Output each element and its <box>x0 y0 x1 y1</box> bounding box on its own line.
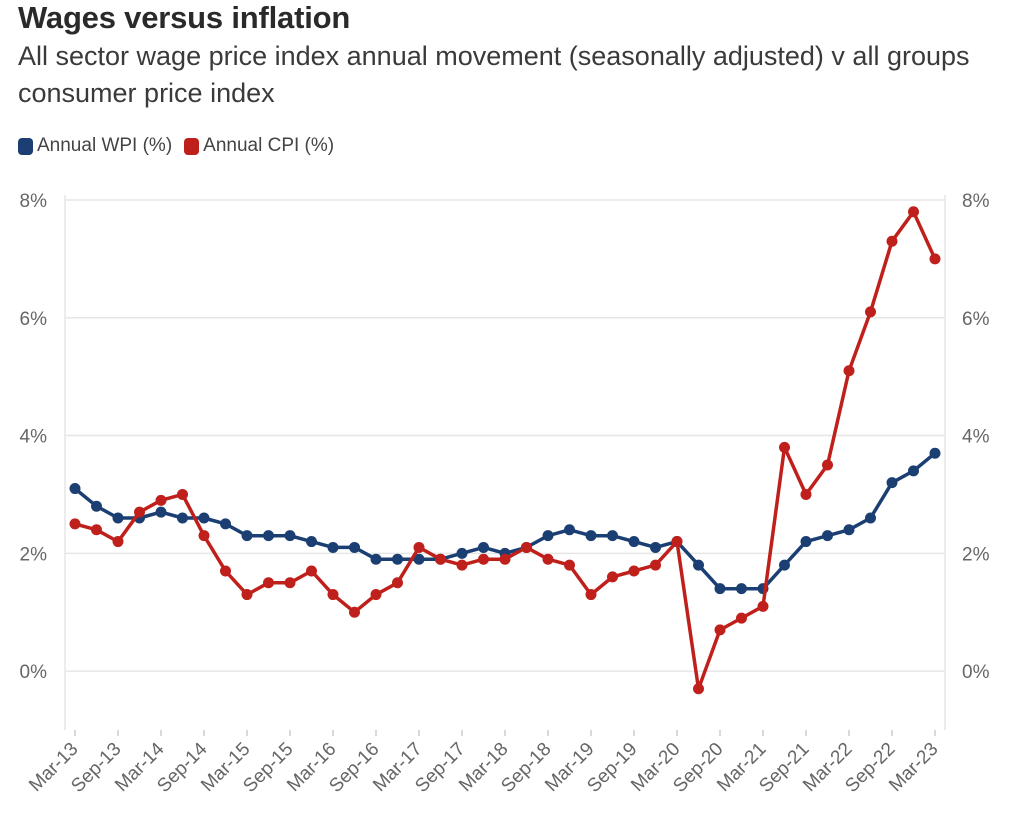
y-tick-label-left: 6% <box>20 309 48 330</box>
data-point-cpi <box>671 536 683 548</box>
data-point-wpi <box>736 583 747 595</box>
data-point-wpi <box>349 541 360 553</box>
data-point-wpi <box>198 512 210 524</box>
y-tick-label-right: 6% <box>962 309 990 330</box>
y-tick-label-left: 2% <box>20 544 48 565</box>
data-point-cpi <box>822 459 833 471</box>
series-line-cpi <box>73 210 937 691</box>
data-point-wpi <box>413 553 425 565</box>
legend-label-cpi: Annual CPI (%) <box>203 135 335 156</box>
data-point-cpi <box>241 589 253 601</box>
data-point-cpi <box>736 612 747 624</box>
data-point-cpi <box>757 600 769 612</box>
chart-title: Wages versus inflation <box>18 0 351 35</box>
data-point-wpi <box>607 530 618 542</box>
data-point-wpi <box>693 559 704 571</box>
data-point-wpi <box>822 530 833 542</box>
legend-item-wpi[interactable]: Annual WPI (%) <box>18 135 172 157</box>
legend-swatch-wpi <box>18 137 33 155</box>
data-point-wpi <box>220 518 231 530</box>
data-point-cpi <box>220 565 231 577</box>
data-point-cpi <box>564 559 575 571</box>
data-point-wpi <box>306 536 317 548</box>
data-point-wpi <box>112 512 124 524</box>
data-point-cpi <box>886 235 898 247</box>
data-point-cpi <box>392 577 403 589</box>
legend-label-wpi: Annual WPI (%) <box>37 135 173 156</box>
data-point-cpi <box>800 488 812 500</box>
data-point-wpi <box>392 553 403 565</box>
data-point-cpi <box>865 306 876 318</box>
data-point-cpi <box>306 565 317 577</box>
data-point-cpi <box>370 589 382 601</box>
y-tick-label-right: 2% <box>962 544 990 565</box>
data-point-cpi <box>499 553 511 565</box>
data-point-wpi <box>843 524 855 536</box>
data-point-cpi <box>929 253 941 265</box>
data-point-wpi <box>370 553 382 565</box>
data-point-wpi <box>908 465 919 477</box>
data-point-cpi <box>177 488 188 500</box>
data-point-cpi <box>91 524 102 536</box>
data-point-wpi <box>779 559 790 571</box>
data-point-cpi <box>693 683 704 695</box>
data-point-wpi <box>263 530 274 542</box>
data-point-cpi <box>263 577 274 589</box>
data-point-wpi <box>929 447 941 459</box>
y-tick-label-left: 0% <box>20 662 48 683</box>
legend-item-cpi[interactable]: Annual CPI (%) <box>184 135 334 157</box>
data-point-cpi <box>542 553 554 565</box>
data-point-cpi <box>843 365 855 377</box>
data-point-cpi <box>413 541 425 553</box>
data-point-wpi <box>241 530 253 542</box>
data-point-wpi <box>177 512 188 524</box>
data-point-wpi <box>155 506 167 518</box>
y-tick-label-left: 8% <box>20 191 48 212</box>
data-point-cpi <box>650 559 661 571</box>
data-point-cpi <box>327 589 339 601</box>
data-point-cpi <box>69 518 81 530</box>
y-tick-label-right: 4% <box>962 427 990 448</box>
y-tick-label-left: 4% <box>20 427 48 448</box>
data-point-wpi <box>564 524 575 536</box>
data-point-cpi <box>478 553 489 565</box>
data-point-cpi <box>198 530 210 542</box>
data-point-cpi <box>112 536 124 548</box>
legend-swatch-cpi <box>184 137 200 155</box>
data-point-cpi <box>456 559 468 571</box>
data-point-wpi <box>650 541 661 553</box>
data-point-wpi <box>456 547 468 559</box>
data-point-wpi <box>542 530 554 542</box>
data-point-cpi <box>585 589 597 601</box>
data-point-wpi <box>478 541 489 553</box>
data-point-wpi <box>585 530 597 542</box>
data-point-cpi <box>908 206 919 218</box>
data-point-wpi <box>69 483 81 495</box>
data-point-cpi <box>349 606 360 618</box>
data-point-cpi <box>134 506 145 518</box>
data-point-cpi <box>155 494 167 506</box>
data-point-wpi <box>628 536 640 548</box>
data-point-wpi <box>800 536 812 548</box>
data-point-cpi <box>284 577 296 589</box>
data-point-cpi <box>521 541 532 553</box>
data-point-cpi <box>779 441 790 453</box>
legend: Annual WPI (%) Annual CPI (%) <box>18 135 346 157</box>
data-point-wpi <box>886 477 898 489</box>
data-point-wpi <box>91 500 102 512</box>
y-tick-label-right: 8% <box>962 191 990 212</box>
chart-subtitle: All sector wage price index annual movem… <box>18 41 970 108</box>
data-point-wpi <box>327 541 339 553</box>
data-point-wpi <box>714 583 726 595</box>
data-point-cpi <box>714 624 726 636</box>
data-point-wpi <box>284 530 296 542</box>
data-point-cpi <box>628 565 640 577</box>
y-tick-label-right: 0% <box>962 662 990 683</box>
data-point-cpi <box>435 553 446 565</box>
x-tick-label: Mar-23 <box>885 739 942 796</box>
data-point-cpi <box>607 571 618 583</box>
data-point-wpi <box>865 512 876 524</box>
